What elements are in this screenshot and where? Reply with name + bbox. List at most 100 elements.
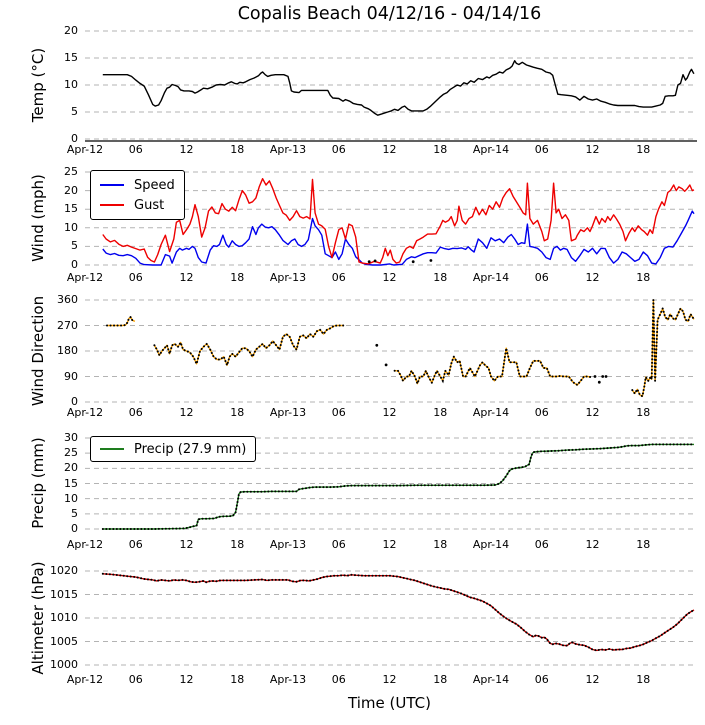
data-point-marker: [593, 375, 597, 378]
series-marker-overlay: [101, 443, 695, 530]
y-tick-label: 15: [64, 476, 78, 490]
x-tick-label: 12: [585, 406, 600, 419]
series-gust-line: [102, 177, 695, 265]
y-tick-label: 15: [64, 202, 78, 216]
x-tick-label: Apr-13: [269, 538, 307, 551]
x-tick-label: 12: [585, 673, 600, 686]
y-tick-label: 90: [64, 369, 78, 383]
data-point-marker: [601, 375, 605, 378]
x-tick-label: 18: [433, 271, 448, 284]
x-tick-label: 06: [534, 406, 549, 419]
series-marker-overlay: [106, 315, 136, 327]
series-marker-overlay: [631, 299, 695, 398]
x-tick-label: Apr-12: [66, 143, 104, 156]
x-tick-label: Apr-13: [269, 143, 307, 156]
x-tick-label: 18: [636, 143, 651, 156]
y-tick-label: 25: [64, 446, 78, 460]
series-wind-direction-line: [631, 299, 695, 397]
y-tick-label: 1015: [50, 587, 78, 601]
y-tick-label: 5: [71, 239, 78, 253]
y-tick-label: 20: [64, 24, 78, 37]
data-point-marker: [375, 343, 379, 347]
y-tick-label: 360: [57, 293, 78, 306]
x-tick-label: 18: [230, 406, 245, 419]
series-marker-overlay: [101, 572, 695, 652]
y-tick-label: 10: [64, 78, 78, 91]
x-tick-label: Apr-14: [472, 143, 510, 156]
x-tick-label: 18: [433, 538, 448, 551]
x-tick-label: 12: [179, 538, 194, 551]
x-tick-label: 18: [636, 406, 651, 419]
x-tick-label: 18: [433, 143, 448, 156]
series-temp-line: [102, 60, 695, 116]
y-tick-label: 180: [57, 344, 78, 357]
x-tick-label: 12: [179, 406, 194, 419]
y-tick-label: 0: [71, 258, 78, 271]
x-tick-label: 12: [382, 271, 397, 284]
data-point-marker: [373, 259, 377, 263]
y-tick-label: 5: [71, 105, 78, 118]
x-tick-label: 06: [331, 143, 346, 156]
x-tick-label: 06: [331, 538, 346, 551]
x-tick-label: 18: [230, 143, 245, 156]
data-point-marker: [367, 260, 371, 264]
x-tick-label: 18: [636, 673, 651, 686]
x-tick-label: 12: [585, 538, 600, 551]
series-wind-direction-line: [153, 324, 344, 366]
series-altimeter-line: [102, 573, 695, 652]
y-tick-label: 0: [71, 395, 78, 408]
x-tick-label: Apr-13: [269, 271, 307, 284]
x-tick-label: 18: [230, 271, 245, 284]
precip-legend-line: [100, 448, 124, 450]
y-tick-label: 270: [57, 318, 78, 332]
x-tick-label: 06: [128, 673, 143, 686]
legend-item-precip: Precip (27.9 mm): [100, 439, 246, 459]
y-tick-label: 30: [64, 431, 78, 444]
x-tick-label: 18: [636, 538, 651, 551]
gust-legend-line: [100, 204, 124, 206]
x-tick-label: Apr-14: [472, 538, 510, 551]
y-tick-label: 0: [71, 132, 78, 145]
x-tick-label: Apr-12: [66, 673, 104, 686]
x-tick-label: Apr-14: [472, 673, 510, 686]
y-tick-label: 10: [64, 220, 78, 234]
chart-title: Copalis Beach 04/12/16 - 04/14/16: [237, 4, 542, 24]
y-tick-label: 5: [71, 506, 78, 520]
x-axis-title: Time (UTC): [348, 694, 431, 712]
x-tick-label: 06: [128, 143, 143, 156]
x-tick-label: 12: [585, 143, 600, 156]
y-tick-label: 20: [64, 183, 78, 197]
y-tick-label: 1005: [50, 634, 78, 648]
y-tick-label: 25: [64, 165, 78, 178]
speed-legend-label: Speed: [134, 177, 175, 193]
y-tick-label: 20: [64, 461, 78, 475]
x-tick-label: 06: [534, 271, 549, 284]
x-tick-label: Apr-14: [472, 271, 510, 284]
y-tick-label: 15: [64, 51, 78, 64]
series-marker-overlay: [393, 347, 592, 387]
x-tick-label: Apr-12: [66, 406, 104, 419]
x-tick-label: 12: [179, 143, 194, 156]
series-speed-line: [102, 210, 695, 266]
x-tick-label: 06: [331, 271, 346, 284]
x-tick-label: Apr-13: [269, 406, 307, 419]
x-tick-label: 12: [179, 673, 194, 686]
legend-item-gust: Gust: [100, 195, 175, 215]
x-tick-label: 18: [433, 673, 448, 686]
y-tick-label: 0: [71, 522, 78, 535]
x-tick-label: 06: [128, 538, 143, 551]
data-point-marker: [384, 363, 388, 367]
y-tick-label: 1010: [50, 611, 78, 624]
series-marker-overlay: [153, 324, 345, 369]
x-tick-label: 12: [382, 143, 397, 156]
x-tick-label: Apr-14: [472, 406, 510, 419]
series-wind-direction-line: [107, 316, 136, 327]
x-tick-label: 12: [585, 271, 600, 284]
legend-item-speed: Speed: [100, 175, 175, 195]
y-tick-label: 1020: [50, 564, 78, 577]
x-tick-label: 06: [128, 406, 143, 419]
x-tick-label: 18: [636, 271, 651, 284]
x-tick-label: 06: [534, 538, 549, 551]
x-tick-label: 06: [128, 271, 143, 284]
